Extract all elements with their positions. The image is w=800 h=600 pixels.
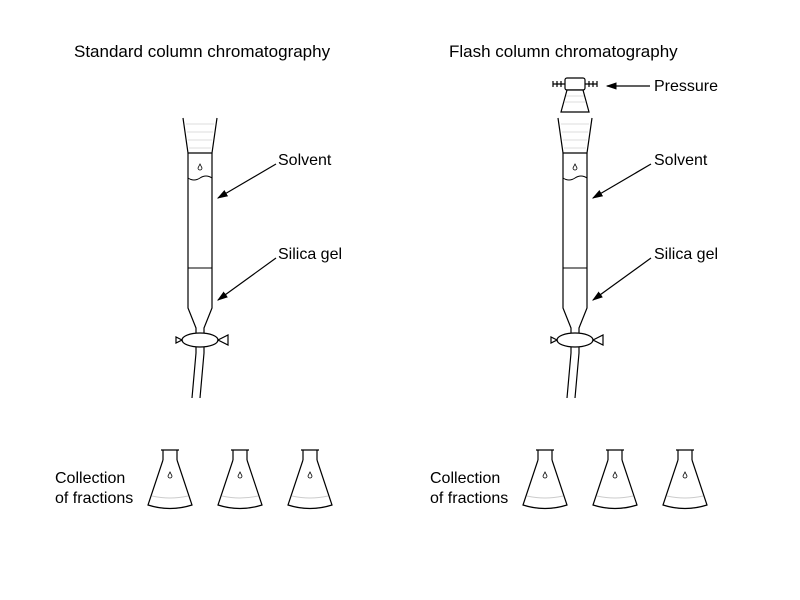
right-flask-1 bbox=[523, 450, 567, 509]
left-flask-1 bbox=[148, 450, 192, 509]
right-solvent-arrow bbox=[593, 164, 651, 198]
right-silica-arrow bbox=[593, 258, 651, 300]
right-flask-2 bbox=[593, 450, 637, 509]
pressure-adapter-icon bbox=[553, 78, 597, 112]
left-flask-3 bbox=[288, 450, 332, 509]
left-flask-2 bbox=[218, 450, 262, 509]
right-flask-3 bbox=[663, 450, 707, 509]
left-silica-arrow bbox=[218, 258, 276, 300]
right-column bbox=[551, 78, 603, 398]
left-column bbox=[176, 118, 228, 398]
left-solvent-arrow bbox=[218, 164, 276, 198]
diagram-svg bbox=[0, 0, 800, 600]
